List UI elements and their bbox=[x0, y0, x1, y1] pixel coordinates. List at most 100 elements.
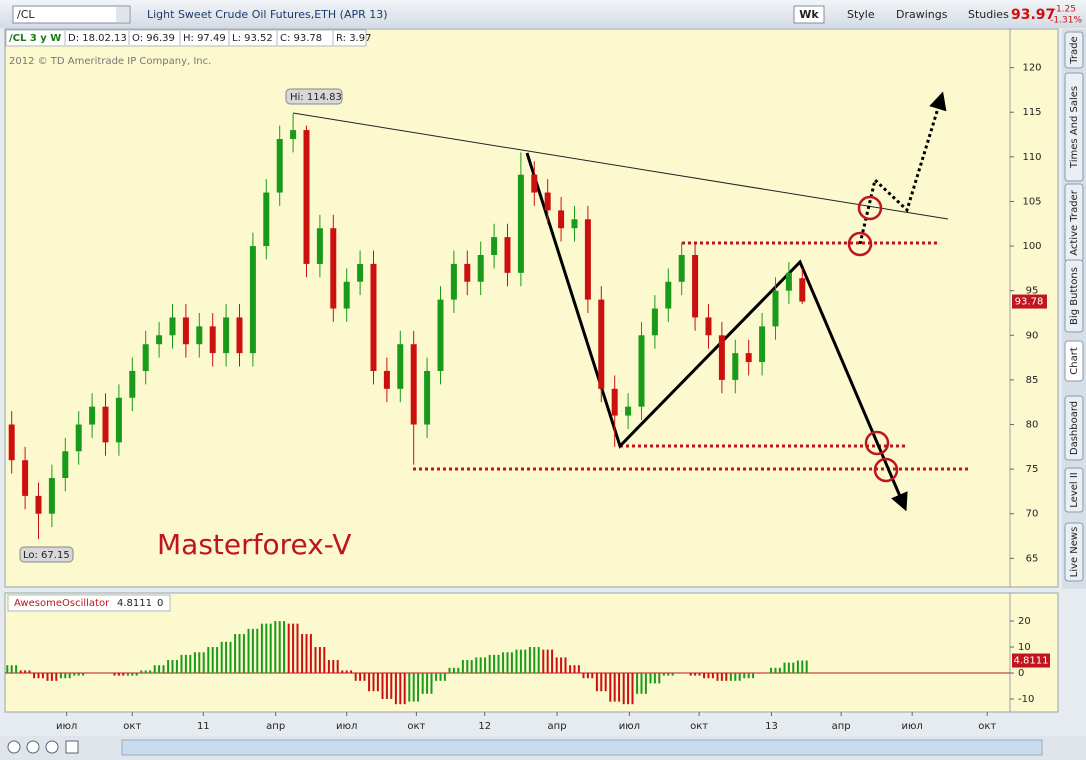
x-tick-label: окт bbox=[978, 721, 996, 732]
side-tab-label[interactable]: Chart bbox=[1069, 347, 1080, 375]
candle-body bbox=[397, 344, 404, 389]
candle-body bbox=[89, 406, 96, 425]
circle-mark bbox=[857, 195, 883, 221]
candle-body bbox=[799, 278, 806, 302]
candle-body bbox=[209, 326, 216, 354]
candle-body bbox=[464, 263, 471, 282]
change-pct: -1.31% bbox=[1050, 16, 1082, 26]
copyright: 2012 © TD Ameritrade IP Company, Inc. bbox=[9, 56, 211, 67]
y-tick-label: 100 bbox=[1022, 241, 1041, 252]
drawings bbox=[292, 91, 968, 512]
candle-body bbox=[625, 406, 632, 416]
osc-signal: 0 bbox=[157, 598, 163, 609]
candle-body bbox=[290, 130, 297, 140]
x-tick-label: июл bbox=[902, 721, 923, 732]
button-label[interactable]: Studies bbox=[968, 8, 1009, 21]
candle-body bbox=[611, 388, 618, 416]
circle-mark bbox=[864, 430, 890, 456]
plot-border bbox=[4, 592, 1011, 713]
candle-body bbox=[772, 290, 779, 327]
side-tab[interactable] bbox=[1064, 72, 1084, 182]
candle-body bbox=[383, 370, 390, 389]
candle-body bbox=[665, 281, 672, 309]
y-tick-label: 115 bbox=[1022, 107, 1041, 118]
side-tab[interactable] bbox=[1064, 522, 1084, 582]
candle-body bbox=[223, 317, 230, 354]
candle-body bbox=[303, 130, 310, 264]
side-tab[interactable] bbox=[1064, 31, 1084, 69]
x-tick-label: апр bbox=[832, 721, 851, 732]
oscillator-panel bbox=[4, 592, 1059, 713]
side-tab[interactable] bbox=[1064, 467, 1084, 513]
y-tick-label: 95 bbox=[1026, 286, 1039, 297]
candle-body bbox=[22, 460, 29, 496]
change: -1.25 bbox=[1053, 5, 1076, 15]
side-tab[interactable] bbox=[1064, 395, 1084, 461]
zoom-button[interactable] bbox=[45, 740, 59, 754]
candle-body bbox=[531, 174, 538, 193]
side-tab-label[interactable]: Live News bbox=[1069, 527, 1080, 578]
y-tick-label: 85 bbox=[1026, 375, 1039, 386]
side-tab-label[interactable]: Times And Sales bbox=[1069, 86, 1080, 169]
side-tab-label[interactable]: Level II bbox=[1069, 472, 1080, 507]
y-tick-label: 65 bbox=[1026, 553, 1039, 564]
osc-tag bbox=[1012, 653, 1050, 668]
zoom-button[interactable] bbox=[26, 740, 40, 754]
y-tick-label: 110 bbox=[1022, 152, 1041, 163]
side-tab-label[interactable]: Big Buttons bbox=[1069, 267, 1080, 325]
candle-body bbox=[504, 237, 511, 273]
button-label[interactable]: Style bbox=[847, 8, 875, 21]
price-tag bbox=[1012, 294, 1047, 309]
candle-body bbox=[785, 272, 792, 291]
x-tick-label: окт bbox=[690, 721, 708, 732]
zoom-button[interactable] bbox=[7, 740, 21, 754]
candle-body bbox=[745, 353, 752, 363]
symbol-box[interactable] bbox=[12, 5, 131, 24]
y-tick-label: 105 bbox=[1022, 196, 1041, 207]
circle-mark bbox=[847, 231, 873, 257]
button-label[interactable]: Drawings bbox=[896, 8, 948, 21]
fit-button[interactable] bbox=[65, 740, 79, 754]
scrollbar[interactable] bbox=[121, 739, 1043, 756]
candle-body bbox=[102, 406, 109, 443]
info-item: R: 3.97 bbox=[336, 33, 371, 44]
symbol[interactable]: /CL bbox=[17, 8, 35, 21]
candle-body bbox=[8, 424, 15, 461]
price-tag-label: 93.78 bbox=[1015, 297, 1044, 308]
candle-body bbox=[249, 246, 256, 354]
x-tick-label: апр bbox=[548, 721, 567, 732]
x-tick-label: 11 bbox=[197, 721, 210, 732]
price-panel bbox=[4, 28, 1059, 588]
info-bar bbox=[5, 29, 367, 47]
side-tab-label[interactable]: Active Trader bbox=[1069, 189, 1080, 255]
candle-body bbox=[357, 263, 364, 282]
side-tab[interactable] bbox=[1064, 259, 1084, 333]
candle-body bbox=[370, 263, 377, 371]
candle-body bbox=[62, 451, 69, 479]
trend-line bbox=[292, 112, 949, 220]
side-tab[interactable] bbox=[1064, 340, 1084, 382]
info-item: H: 97.49 bbox=[183, 33, 226, 44]
candle-body bbox=[169, 317, 176, 336]
info-item: /CL 3 y W bbox=[9, 33, 61, 44]
info-item: D: 18.02.13 bbox=[68, 33, 127, 44]
y-tick-label: 90 bbox=[1026, 330, 1039, 341]
y-tick-label: 0 bbox=[1018, 668, 1024, 679]
side-tab-label[interactable]: Dashboard bbox=[1069, 401, 1080, 455]
last-price: 93.97 bbox=[1011, 7, 1055, 23]
button-label[interactable]: Wk bbox=[799, 8, 819, 21]
candle-body bbox=[115, 397, 122, 443]
x-tick-label: апр bbox=[266, 721, 285, 732]
candle-body bbox=[584, 219, 591, 300]
plot-border bbox=[4, 28, 1011, 588]
candle-body bbox=[263, 192, 270, 247]
lo-bubble bbox=[19, 546, 74, 563]
osc-tag-label: 4.8111 bbox=[1014, 656, 1049, 667]
candle-body bbox=[692, 254, 699, 318]
x-tick-label: окт bbox=[407, 721, 425, 732]
side-tab-label[interactable]: Trade bbox=[1069, 36, 1080, 64]
info-item: L: 93.52 bbox=[232, 33, 273, 44]
wk-button[interactable] bbox=[793, 5, 825, 24]
dropdown[interactable] bbox=[116, 7, 129, 22]
